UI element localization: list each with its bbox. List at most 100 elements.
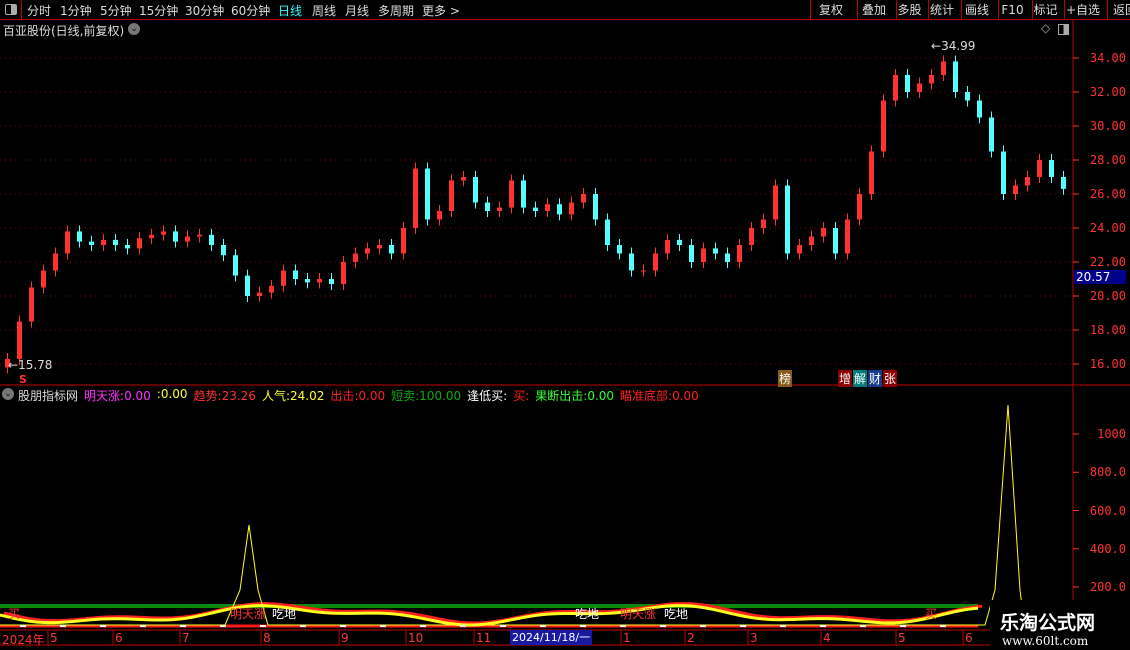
indicator-label: 瞄准底部:: [620, 389, 673, 403]
time-label: 5: [50, 631, 58, 645]
candle: [893, 75, 898, 101]
candle: [1025, 177, 1030, 186]
toolbar-action-button[interactable]: 复权: [810, 0, 851, 20]
candle: [401, 228, 406, 254]
dash-marker: [740, 625, 746, 627]
toolbar-action-button[interactable]: F10: [998, 0, 1026, 20]
toolbar-action-button[interactable]: 统计: [928, 0, 955, 20]
indicator-name[interactable]: 股朋指标网: [18, 389, 79, 403]
dash-marker: [260, 625, 266, 627]
candle: [341, 262, 346, 285]
period-tab[interactable]: 月线: [345, 4, 370, 18]
period-tab[interactable]: 15分钟: [139, 4, 179, 18]
popularity-line: [0, 404, 1026, 631]
candle: [905, 75, 910, 92]
candle: [725, 253, 730, 262]
high-price-value: 34.99: [941, 39, 976, 53]
indicator-tick-label: 1000: [1097, 427, 1126, 441]
candle: [533, 207, 538, 211]
period-tab[interactable]: 1分钟: [60, 4, 92, 18]
event-tag[interactable]: 张: [883, 370, 898, 387]
candle: [1061, 177, 1066, 189]
candle: [293, 270, 298, 279]
candle: [41, 270, 46, 288]
toolbar-action-button[interactable]: 画线: [961, 0, 992, 20]
period-tab[interactable]: 分时: [27, 4, 52, 18]
period-tab[interactable]: 日线: [278, 4, 303, 18]
indicator-number: 0.00: [160, 387, 188, 401]
candle: [845, 219, 850, 254]
period-tab[interactable]: 多周期: [378, 4, 415, 18]
candle: [929, 75, 934, 84]
indicator-value: 果断出击:0.00: [535, 387, 614, 404]
dash-marker: [460, 625, 466, 627]
panel-icon[interactable]: [1058, 24, 1069, 35]
candle: [917, 83, 922, 92]
time-label: 10: [408, 631, 424, 645]
candle: [221, 245, 226, 256]
price-tick-label: 28.00: [1089, 153, 1126, 167]
indicator-tick-label: 800.0: [1089, 465, 1126, 480]
period-tab[interactable]: 更多 >: [422, 4, 460, 18]
candle: [833, 228, 838, 254]
period-tab[interactable]: 5分钟: [100, 4, 132, 18]
watermark: 乐淘公式网 www.60lt.com: [990, 600, 1130, 650]
event-tag[interactable]: 解: [853, 370, 868, 387]
indicator-value: 趋势:23.26: [194, 387, 256, 404]
candle: [521, 180, 526, 208]
price-tick-label: 18.00: [1089, 323, 1126, 337]
time-label: 2: [687, 631, 695, 645]
toolbar-action-button[interactable]: 返回: [1107, 0, 1130, 20]
dash-marker: [60, 625, 66, 627]
event-tag[interactable]: 榜: [778, 370, 793, 387]
diamond-icon[interactable]: ◇: [1041, 21, 1051, 35]
event-tag[interactable]: 财: [868, 370, 883, 387]
candle: [353, 253, 358, 262]
toolbar-action-button[interactable]: +自选: [1064, 0, 1101, 20]
time-label: 4: [823, 631, 831, 645]
indicator-value: 买:: [513, 387, 529, 404]
dash-marker: [500, 625, 506, 627]
toolbar-action-button[interactable]: 标记: [1032, 0, 1058, 20]
dash-marker: [540, 625, 546, 627]
candle: [173, 231, 178, 242]
candle: [5, 358, 10, 368]
layout-toggle-button[interactable]: [0, 0, 22, 20]
time-label: 2024年: [2, 633, 45, 647]
time-label: 6: [115, 631, 123, 645]
indicator-value: 出击:0.00: [330, 387, 385, 404]
dash-marker: [580, 625, 586, 627]
signal-marker: 吃地: [664, 607, 689, 621]
indicator-label: 逢低买:: [467, 389, 508, 403]
candle: [737, 245, 742, 262]
time-label: 9: [341, 631, 349, 645]
candle: [773, 185, 778, 220]
signal-marker: 买: [8, 607, 21, 621]
time-label: 3: [750, 631, 758, 645]
period-tab[interactable]: 60分钟: [231, 4, 271, 18]
candle: [53, 253, 58, 271]
indicator-value: 人气:24.02: [262, 387, 324, 404]
toolbar: 分时 1分钟 5分钟 15分钟 30分钟 60分钟 日线 周线 月线 多周期 更多 > 复权 叠加 多股…: [0, 0, 1130, 20]
candle: [797, 245, 802, 254]
period-tab[interactable]: 30分钟: [185, 4, 225, 18]
chevron-down-icon[interactable]: ⌄: [128, 23, 141, 35]
dash-marker: [620, 625, 626, 627]
candle: [425, 168, 430, 220]
indicator-tick-label: 600.0: [1089, 503, 1126, 518]
period-tab[interactable]: 周线: [312, 4, 337, 18]
candle: [581, 194, 586, 203]
chevron-down-icon[interactable]: ⌄: [2, 388, 14, 400]
candle: [545, 204, 550, 211]
candle: [617, 245, 622, 254]
toolbar-action-button[interactable]: 叠加: [857, 0, 890, 20]
signal-marker: 买: [925, 607, 938, 621]
indicator-tick-label: 200.0: [1089, 580, 1126, 594]
candle: [1001, 151, 1006, 194]
candle: [461, 177, 466, 181]
candle: [689, 245, 694, 262]
candle: [233, 255, 238, 276]
toolbar-action-button[interactable]: 多股: [896, 0, 922, 20]
event-tag[interactable]: 增: [838, 370, 853, 387]
